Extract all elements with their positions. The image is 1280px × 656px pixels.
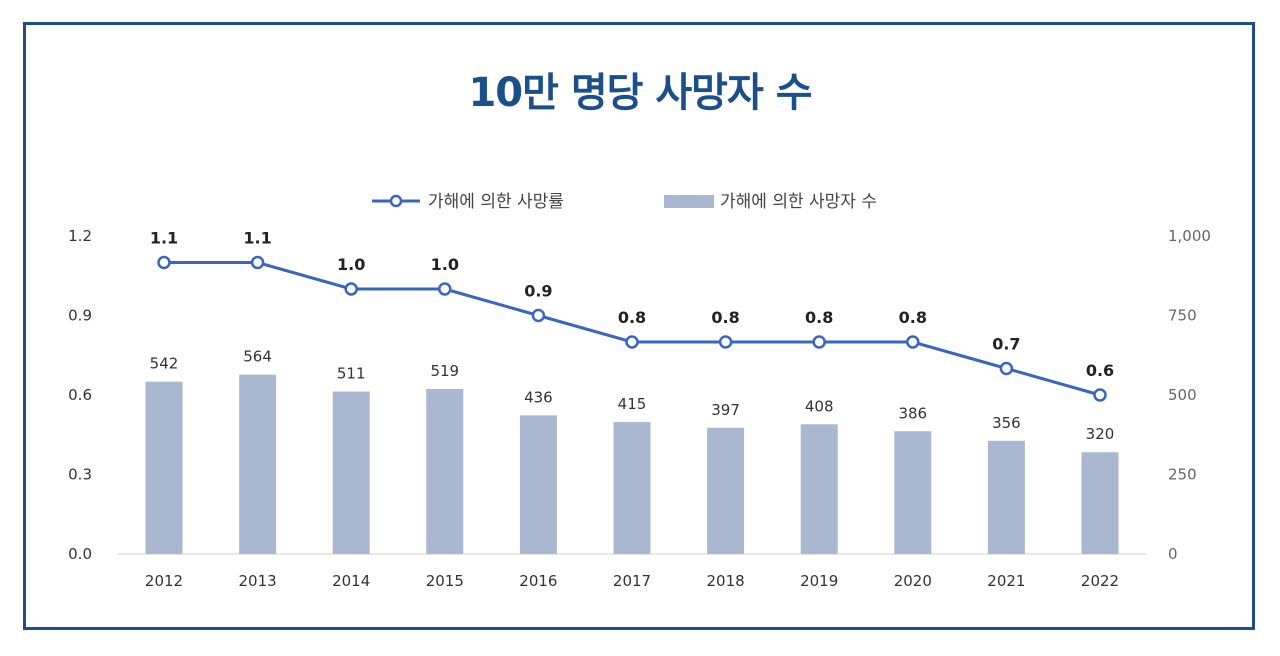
line-point (157, 255, 171, 270)
x-tick-label: 2012 (145, 572, 183, 590)
line-point (812, 335, 826, 349)
y-right-tick-label: 500 (1168, 386, 1197, 404)
line-value-label: 1.0 (431, 255, 459, 274)
x-tick-label: 2019 (800, 572, 838, 590)
y-left-tick-label: 0.0 (68, 545, 92, 563)
x-tick-label: 2021 (987, 572, 1025, 590)
bar (426, 388, 464, 554)
line-value-label: 1.0 (337, 255, 365, 274)
line-value-label: 0.8 (805, 308, 833, 327)
x-tick-label: 2020 (894, 572, 932, 590)
line-value-label: 0.7 (992, 335, 1020, 354)
line-point (718, 335, 733, 349)
bar-value-label: 564 (243, 348, 272, 366)
legend-line-marker (389, 194, 403, 208)
x-tick-label: 2018 (707, 572, 745, 590)
line-value-label: 1.1 (243, 229, 271, 248)
bar-value-label: 511 (337, 365, 366, 383)
line-value-label: 0.8 (711, 308, 739, 327)
x-tick-label: 2013 (239, 572, 277, 590)
bar-value-label: 320 (1086, 425, 1115, 443)
legend-bar-swatch (664, 195, 714, 208)
bar (894, 431, 932, 554)
bar-value-label: 436 (524, 388, 553, 406)
y-left-tick-label: 0.6 (68, 386, 92, 404)
legend-label-deaths: 가해에 의한 사망자 수 (720, 192, 877, 212)
line-point (438, 282, 452, 296)
rate-line (164, 261, 1101, 397)
line-point (625, 335, 639, 349)
bar (707, 427, 745, 554)
y-left-tick-label: 0.9 (68, 307, 92, 325)
bar (800, 424, 838, 554)
line-point (250, 255, 265, 270)
line-point (906, 335, 920, 349)
x-tick-label: 2016 (519, 572, 557, 590)
y-right-tick-label: 750 (1168, 307, 1197, 325)
bar (613, 422, 651, 554)
bar-value-label: 356 (992, 414, 1021, 432)
bar-value-label: 386 (898, 404, 927, 422)
bar (239, 374, 277, 554)
bar (145, 381, 183, 554)
x-tick-label: 2015 (426, 572, 464, 590)
x-tick-label: 2017 (613, 572, 651, 590)
y-right-tick-label: 250 (1168, 466, 1197, 484)
bar (987, 440, 1025, 554)
line-value-label: 0.6 (1086, 361, 1114, 380)
bar-value-label: 542 (150, 355, 179, 373)
bar (1081, 452, 1119, 554)
y-left-tick-label: 0.3 (68, 466, 92, 484)
bar-value-label: 397 (711, 401, 740, 419)
line-point (531, 308, 546, 323)
page-title: 10만 명당 사망자 수 (468, 70, 812, 116)
bar-value-label: 519 (430, 362, 459, 380)
bar (332, 391, 370, 554)
line-point (1093, 388, 1107, 402)
x-tick-label: 2022 (1081, 572, 1119, 590)
bar-value-label: 415 (618, 395, 647, 413)
line-point (344, 282, 358, 296)
line-point (999, 361, 1014, 376)
y-right-tick-label: 0 (1168, 545, 1178, 563)
x-tick-label: 2014 (332, 572, 370, 590)
line-value-label: 1.1 (150, 229, 178, 248)
line-value-label: 0.9 (524, 282, 552, 301)
bar (519, 415, 557, 554)
line-value-label: 0.8 (899, 308, 927, 327)
y-left-tick-label: 1.2 (68, 227, 92, 245)
legend-label-rate: 가해에 의한 사망률 (428, 192, 564, 212)
y-right-tick-label: 1,000 (1168, 227, 1211, 245)
bar-value-label: 408 (805, 397, 834, 415)
line-value-label: 0.8 (618, 308, 646, 327)
